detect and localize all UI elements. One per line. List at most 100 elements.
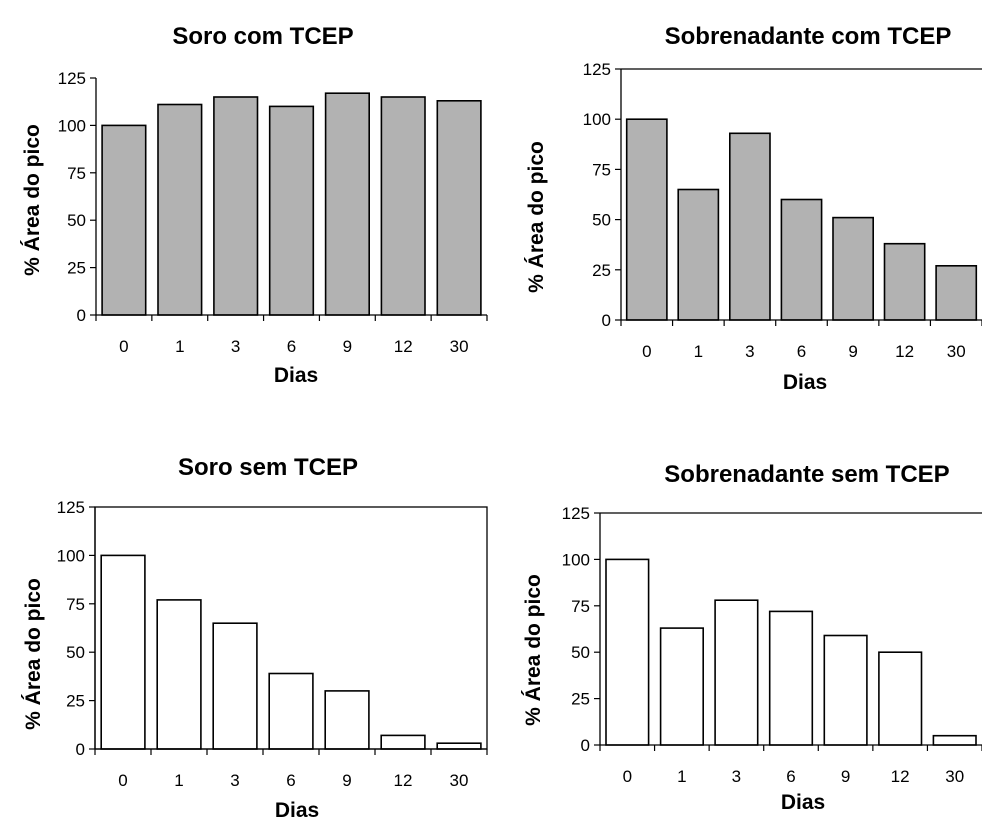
bar-3 [213, 96, 259, 316]
bar-9 [832, 216, 875, 321]
bar-1 [677, 188, 720, 321]
bar-0 [625, 118, 668, 321]
chart-title: Sobrenadante sem TCEP [664, 461, 949, 488]
x-axis-label: Dias [781, 791, 825, 814]
y-tick-label: 25 [66, 692, 85, 711]
y-tick-label: 50 [592, 211, 611, 230]
bar-chart-soro-com-tcep: Soro com TCEP% Área do picoDias025507510… [21, 23, 488, 387]
y-tick-label: 0 [581, 736, 590, 755]
x-tick-label: 1 [677, 767, 686, 786]
y-tick-label: 100 [583, 110, 611, 129]
bar-3 [714, 599, 759, 746]
bar-12 [380, 96, 426, 316]
bar-chart-soro-sem-tcep: Soro sem TCEP% Área do picoDias025507510… [22, 454, 488, 822]
y-tick-label: 125 [58, 69, 86, 88]
x-tick-label: 0 [119, 337, 128, 356]
y-tick-label: 75 [66, 595, 85, 614]
x-tick-label: 1 [694, 342, 703, 361]
x-tick-label: 9 [848, 342, 857, 361]
chart-title: Sobrenadante com TCEP [665, 23, 952, 50]
chart-title: Soro sem TCEP [178, 454, 358, 481]
y-tick-label: 25 [67, 259, 86, 278]
x-tick-label: 30 [947, 342, 966, 361]
bar-12 [878, 651, 923, 746]
y-tick-label: 25 [571, 690, 590, 709]
y-axis-label: % Área do pico [22, 578, 45, 730]
chart-panel-sobrenadante-sem-tcep: Sobrenadante sem TCEP % Área do pico Dias 0… [491, 411, 982, 823]
chart-title: Soro com TCEP [172, 23, 353, 50]
y-tick-label: 75 [592, 160, 611, 179]
y-tick-label: 0 [76, 740, 85, 759]
bar-3 [212, 622, 258, 750]
y-tick-label: 125 [583, 60, 611, 79]
bar-6 [780, 198, 823, 321]
x-tick-label: 30 [450, 771, 469, 790]
x-tick-label: 1 [175, 337, 184, 356]
x-tick-label: 6 [797, 342, 806, 361]
x-axis-label: Dias [274, 364, 318, 387]
y-tick-label: 75 [571, 597, 590, 616]
y-axis-label: % Área do pico [525, 141, 548, 293]
x-tick-label: 0 [118, 771, 127, 790]
y-tick-label: 125 [562, 504, 590, 523]
bar-30 [436, 100, 482, 316]
x-tick-label: 0 [642, 342, 651, 361]
bar-chart-sobrenadante-sem-tcep: Sobrenadante sem TCEP % Área do pico Dias 0… [522, 461, 982, 814]
x-tick-label: 6 [286, 771, 295, 790]
y-tick-label: 100 [562, 550, 590, 569]
bar-30 [935, 264, 978, 321]
bar-3 [729, 132, 771, 321]
y-tick-label: 50 [571, 643, 590, 662]
bar-9 [823, 634, 868, 746]
bar-6 [268, 105, 315, 316]
x-tick-label: 0 [623, 767, 632, 786]
x-tick-label: 1 [174, 771, 183, 790]
x-tick-label: 30 [450, 337, 469, 356]
y-tick-label: 75 [67, 164, 86, 183]
y-tick-label: 100 [58, 116, 86, 135]
bar-30 [436, 742, 482, 750]
x-tick-label: 12 [394, 337, 413, 356]
bar-0 [101, 124, 147, 316]
x-tick-label: 9 [343, 337, 352, 356]
bar-9 [324, 690, 370, 750]
x-tick-label: 3 [732, 767, 741, 786]
y-tick-label: 50 [66, 643, 85, 662]
bar-12 [380, 734, 426, 750]
y-tick-label: 100 [57, 546, 85, 565]
x-tick-label: 12 [394, 771, 413, 790]
bar-6 [768, 610, 814, 746]
x-axis-label: Dias [275, 799, 319, 822]
bar-9 [324, 92, 371, 316]
y-axis-label: % Área do pico [21, 124, 44, 276]
bar-1 [659, 627, 705, 746]
bar-12 [883, 242, 926, 321]
x-tick-label: 6 [287, 337, 296, 356]
x-axis-label: Dias [783, 371, 827, 394]
x-tick-label: 30 [945, 767, 964, 786]
bar-0 [605, 558, 650, 746]
y-axis-label: % Área do pico [522, 574, 545, 726]
y-tick-label: 125 [57, 498, 85, 517]
x-tick-label: 12 [895, 342, 914, 361]
bar-30 [932, 734, 977, 746]
x-tick-label: 3 [231, 337, 240, 356]
y-tick-label: 25 [592, 261, 611, 280]
y-tick-label: 0 [77, 306, 86, 325]
chart-panel-soro-com-tcep: Soro com TCEP% Área do pico Dias 0 25 50 75 10… [0, 0, 491, 411]
chart-panel-sobrenadante-com-tcep: Sobrenadante com TCEP % Área do pico Dias 0… [491, 0, 982, 411]
y-tick-label: 50 [67, 211, 86, 230]
bar-1 [157, 103, 203, 316]
x-tick-label: 9 [841, 767, 850, 786]
bar-1 [156, 599, 202, 750]
bar-chart-sobrenadante-com-tcep: Sobrenadante com TCEP % Área do pico Dias 0… [525, 23, 982, 394]
bar-6 [268, 672, 314, 750]
x-tick-label: 3 [230, 771, 239, 790]
bar-0 [100, 554, 146, 750]
y-tick-label: 0 [602, 311, 611, 330]
x-tick-label: 6 [786, 767, 795, 786]
x-tick-label: 12 [891, 767, 910, 786]
x-tick-label: 9 [342, 771, 351, 790]
chart-panel-soro-sem-tcep: Soro sem TCEP% Área do pico Dias 0 25 50 75 10… [0, 411, 491, 823]
x-tick-label: 3 [745, 342, 754, 361]
